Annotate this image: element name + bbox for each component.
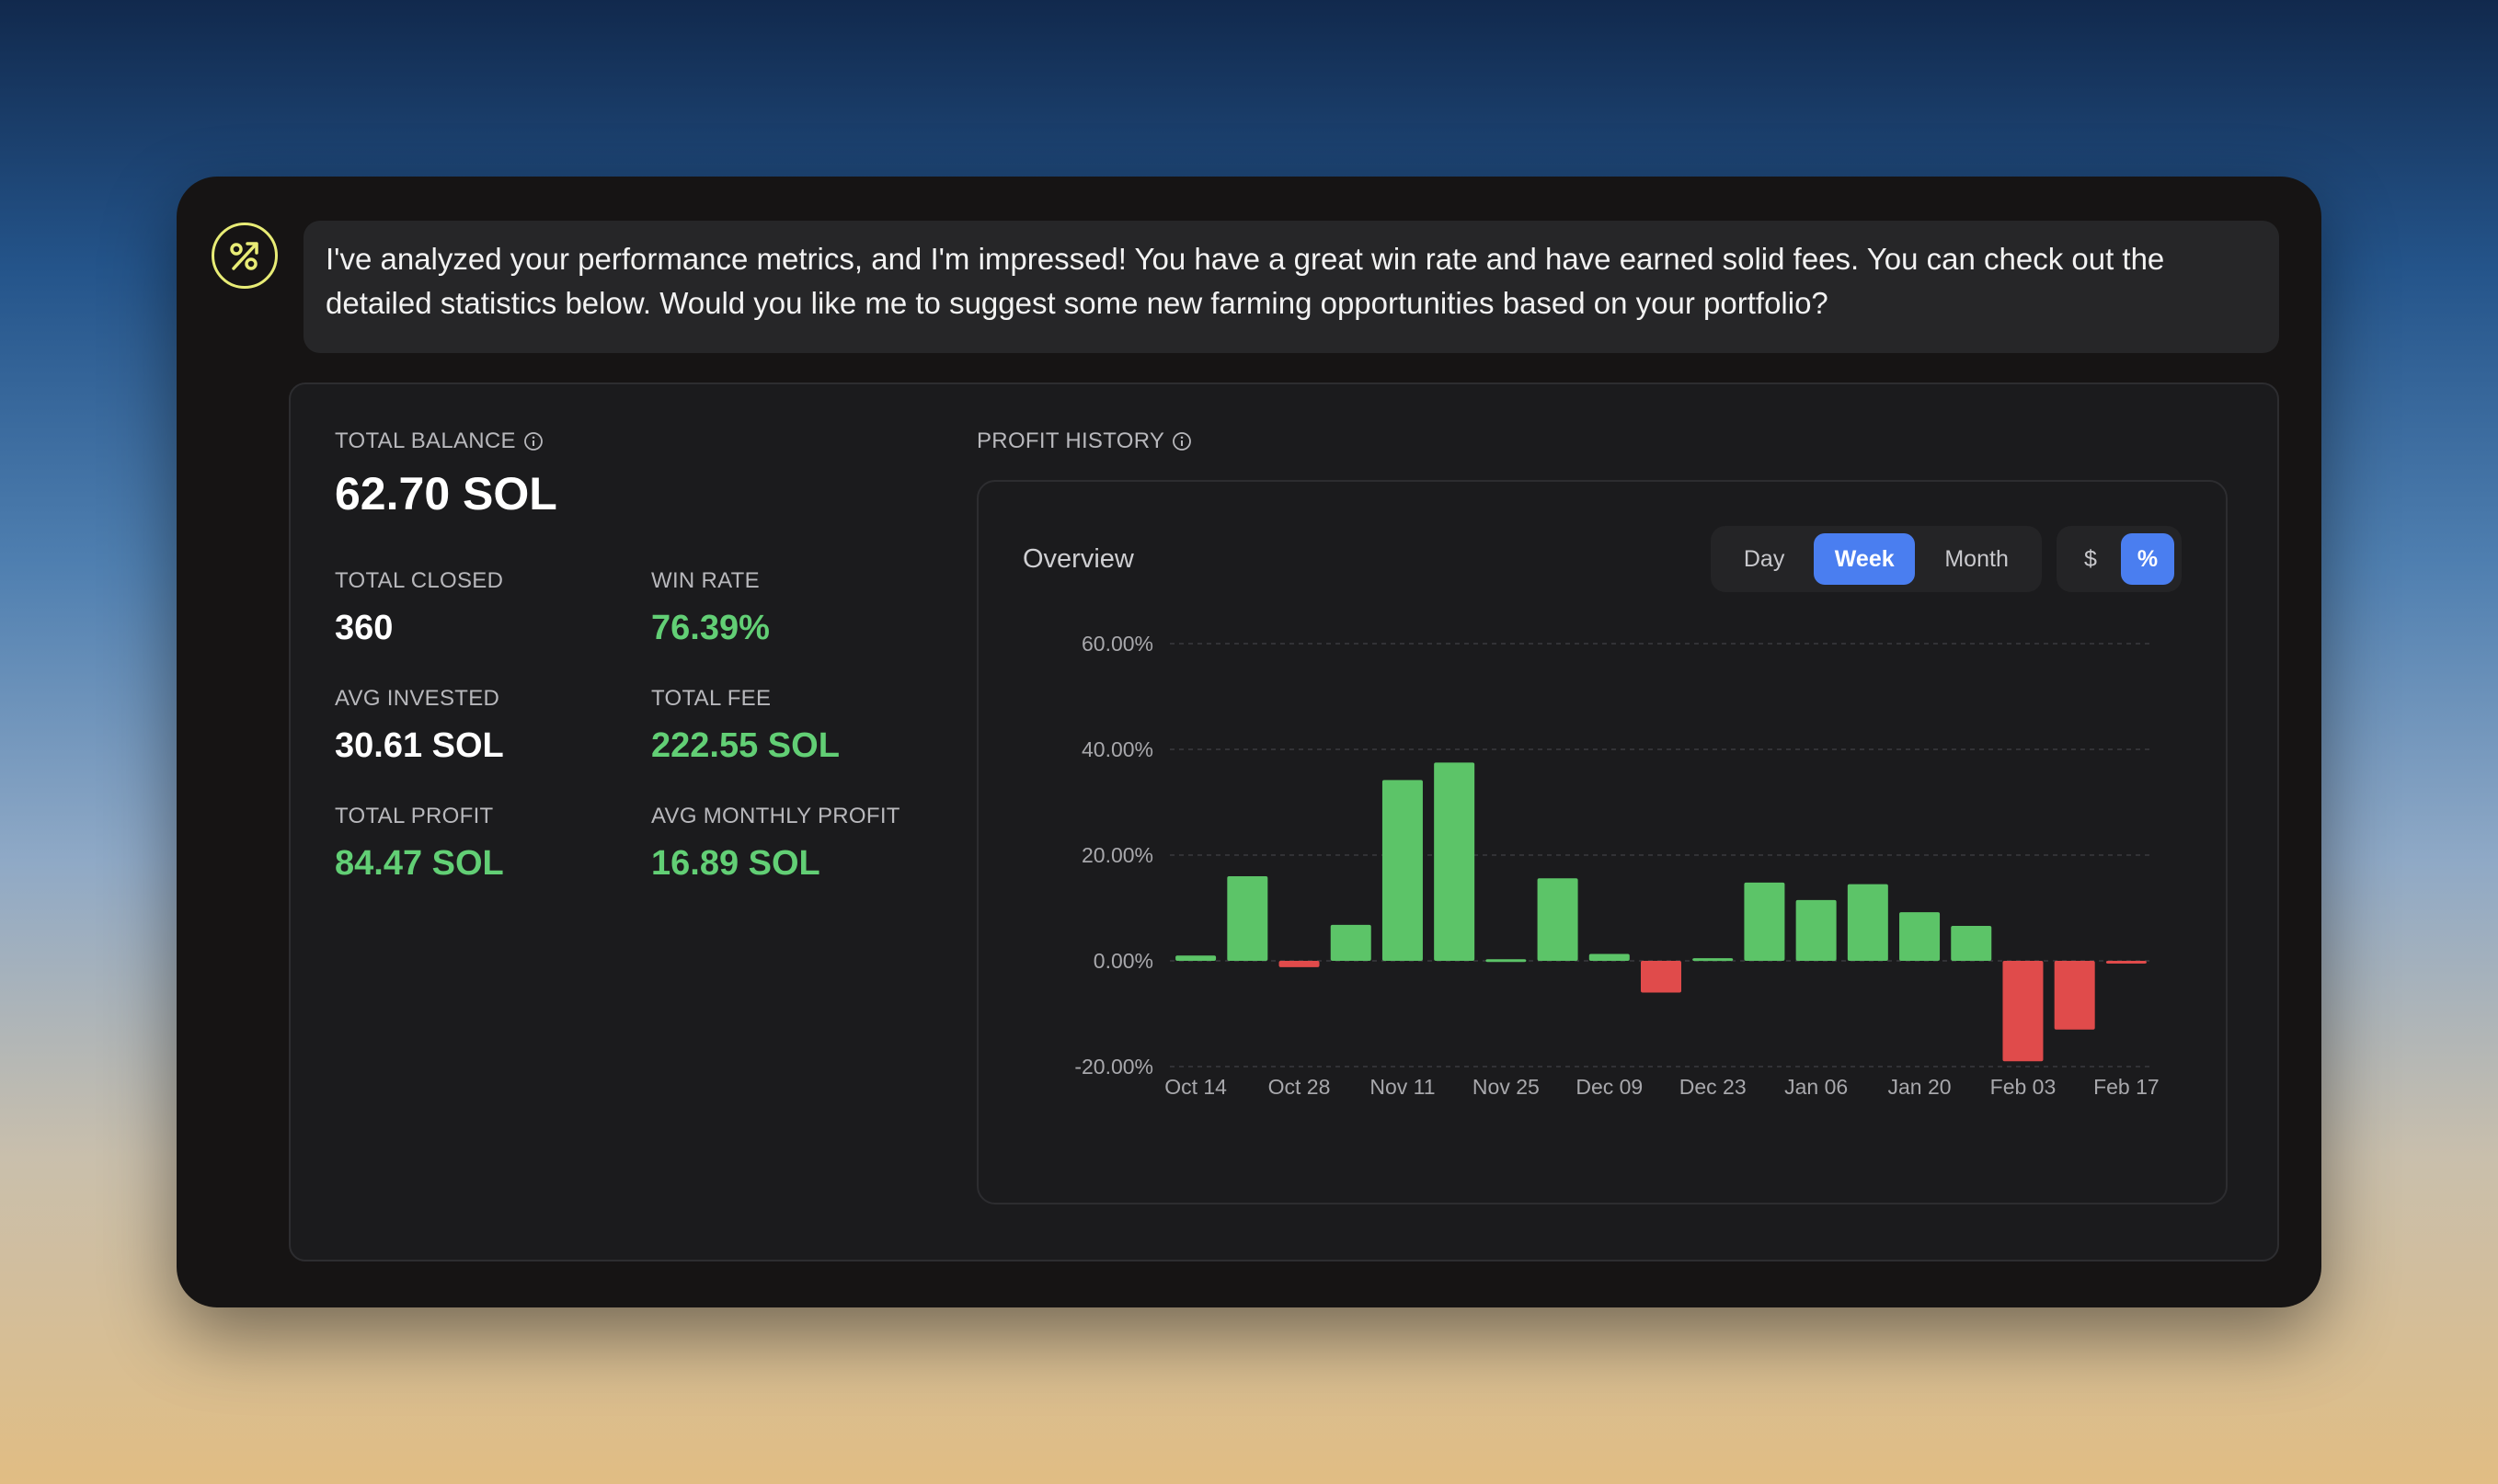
avg-monthly-profit-value: 16.89 SOL — [651, 844, 820, 883]
x-tick-label: Jan 20 — [1888, 1075, 1952, 1099]
chart-bar[interactable] — [1692, 958, 1734, 962]
x-tick-label: Oct 28 — [1268, 1075, 1331, 1099]
total-fee-label: TOTAL FEE — [651, 686, 772, 711]
unit-dollar-button[interactable]: $ — [2084, 545, 2097, 572]
y-tick-label: -20.00% — [1074, 1055, 1153, 1079]
chart-bar[interactable] — [1278, 961, 1320, 967]
info-icon[interactable] — [523, 431, 544, 451]
assistant-avatar — [212, 223, 278, 289]
period-day-button[interactable]: Day — [1743, 545, 1785, 572]
unit-percent-button[interactable]: % — [2121, 533, 2174, 585]
chart-bar[interactable] — [1899, 912, 1941, 961]
x-tick-label: Dec 09 — [1576, 1075, 1643, 1099]
win-rate-stat: WIN RATE 76.39% — [651, 568, 770, 648]
total-balance-value: 62.70 SOL — [335, 468, 557, 519]
stats-panel: TOTAL BALANCE 62.70 SOL TOTAL CLOSED 360… — [289, 382, 2279, 1261]
x-tick-label: Feb 17 — [2093, 1075, 2160, 1099]
avg-invested-label: AVG INVESTED — [335, 686, 500, 711]
total-closed-stat: TOTAL CLOSED 360 — [335, 568, 503, 648]
chart-bar[interactable] — [1227, 876, 1268, 961]
profit-chart-card: Overview Day Week Month $ % 60.00% 40.00%… — [977, 480, 2228, 1204]
info-icon[interactable] — [1172, 431, 1192, 451]
chart-bar[interactable] — [1951, 926, 1992, 961]
chat-window: I've analyzed your performance metrics, … — [177, 177, 2321, 1307]
total-closed-value: 360 — [335, 609, 394, 647]
chart-bar[interactable] — [2105, 961, 2147, 964]
total-balance-label: TOTAL BALANCE — [335, 428, 544, 454]
total-fee-value: 222.55 SOL — [651, 726, 840, 765]
profit-history-label: PROFIT HISTORY — [977, 428, 1192, 454]
x-tick-label: Nov 25 — [1472, 1075, 1540, 1099]
overview-title: Overview — [1023, 544, 1134, 574]
y-tick-label: 40.00% — [1082, 737, 1153, 761]
total-profit-stat: TOTAL PROFIT 84.47 SOL — [335, 804, 504, 884]
chart-bar[interactable] — [1795, 899, 1837, 961]
chart-bar[interactable] — [1434, 762, 1475, 961]
x-tick-label: Jan 06 — [1784, 1075, 1848, 1099]
avg-monthly-profit-label: AVG MONTHLY PROFIT — [651, 804, 900, 828]
win-rate-value: 76.39% — [651, 609, 770, 647]
unit-toggle: $ % — [2057, 526, 2182, 592]
percent-arrow-icon — [230, 242, 258, 270]
chart-bar[interactable] — [1588, 953, 1630, 961]
chart-bar[interactable] — [1744, 882, 1785, 961]
x-tick-label: Nov 11 — [1369, 1075, 1435, 1099]
chart-bar[interactable] — [1847, 884, 1888, 961]
y-tick-label: 0.00% — [1094, 949, 1153, 973]
period-month-button[interactable]: Month — [1944, 545, 2009, 572]
y-tick-label: 60.00% — [1082, 632, 1153, 656]
y-tick-label: 20.00% — [1082, 843, 1153, 867]
chart-bar[interactable] — [1485, 959, 1527, 963]
profit-bar-chart: 60.00%40.00%20.00%0.00%-20.00% Oct 14 Oct… — [1074, 632, 2159, 1099]
total-profit-value: 84.47 SOL — [335, 844, 504, 883]
chart-bar[interactable] — [1175, 955, 1217, 961]
x-axis-ticks: Oct 14 Oct 28 Nov 11 Nov 25 Dec 09 Dec 23 Jan … — [1164, 1075, 2159, 1099]
chart-bar[interactable] — [2002, 961, 2044, 1062]
chart-bar[interactable] — [1330, 924, 1371, 961]
chart-bar[interactable] — [1537, 878, 1578, 961]
total-profit-label: TOTAL PROFIT — [335, 804, 494, 828]
total-fee-stat: TOTAL FEE 222.55 SOL — [651, 686, 840, 766]
period-week-button[interactable]: Week — [1814, 533, 1916, 585]
chart-bar[interactable] — [1381, 780, 1423, 961]
avg-monthly-profit-stat: AVG MONTHLY PROFIT 16.89 SOL — [651, 804, 900, 884]
x-tick-label: Feb 03 — [1990, 1075, 2057, 1099]
avg-invested-stat: AVG INVESTED 30.61 SOL — [335, 686, 504, 766]
period-toggle: Day Week Month — [1711, 526, 2042, 592]
total-closed-label: TOTAL CLOSED — [335, 568, 504, 593]
y-axis-ticks: 60.00% 40.00% 20.00% 0.00% -20.00% — [1074, 632, 1153, 1079]
chart-bars — [1175, 762, 2147, 1062]
assistant-message: I've analyzed your performance metrics, … — [304, 221, 2279, 353]
total-balance-label-text: TOTAL BALANCE — [335, 428, 516, 453]
avg-invested-value: 30.61 SOL — [335, 726, 504, 765]
win-rate-label: WIN RATE — [651, 568, 760, 593]
chart-bar[interactable] — [2054, 961, 2095, 1030]
profit-history-label-text: PROFIT HISTORY — [977, 428, 1165, 453]
x-tick-label: Dec 23 — [1679, 1075, 1747, 1099]
x-tick-label: Oct 14 — [1164, 1075, 1227, 1099]
chart-bar[interactable] — [1641, 961, 1681, 993]
